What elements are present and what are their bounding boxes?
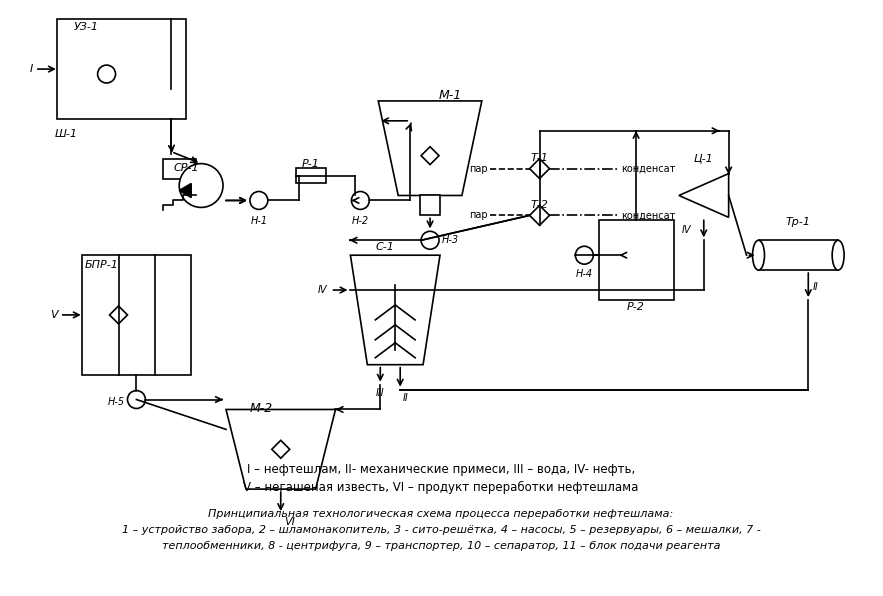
Ellipse shape bbox=[832, 240, 844, 270]
Polygon shape bbox=[679, 173, 728, 218]
Bar bbox=[82, 255, 192, 375]
Text: конденсат: конденсат bbox=[621, 210, 675, 221]
Text: Ш-1: Ш-1 bbox=[55, 129, 78, 139]
Text: М-2: М-2 bbox=[249, 402, 273, 414]
Text: Тр-1: Тр-1 bbox=[786, 218, 811, 227]
Text: II: II bbox=[812, 282, 818, 292]
Polygon shape bbox=[109, 306, 127, 324]
Polygon shape bbox=[351, 255, 440, 365]
Text: конденсат: конденсат bbox=[621, 164, 675, 173]
Polygon shape bbox=[179, 184, 192, 197]
Circle shape bbox=[179, 164, 223, 207]
Text: С-1: С-1 bbox=[376, 242, 395, 252]
Text: Р-2: Р-2 bbox=[627, 302, 645, 312]
Text: пар: пар bbox=[469, 164, 487, 173]
Text: I – нефтешлам, II- механические примеси, III – вода, IV- нефть,: I – нефтешлам, II- механические примеси,… bbox=[247, 462, 635, 476]
Circle shape bbox=[98, 65, 116, 83]
Text: теплообменники, 8 - центрифуга, 9 – транспортер, 10 – сепаратор, 11 – блок подач: теплообменники, 8 - центрифуга, 9 – тран… bbox=[162, 541, 721, 551]
Polygon shape bbox=[272, 440, 290, 458]
Text: Т-2: Т-2 bbox=[531, 200, 548, 210]
Polygon shape bbox=[378, 101, 482, 195]
Ellipse shape bbox=[752, 240, 765, 270]
Text: 1 – устройство забора, 2 – шламонакопитель, 3 - сито-решётка, 4 – насосы, 5 – ре: 1 – устройство забора, 2 – шламонакопите… bbox=[122, 525, 760, 535]
Circle shape bbox=[576, 246, 593, 264]
Text: III: III bbox=[376, 387, 385, 398]
Text: Н-2: Н-2 bbox=[351, 216, 369, 226]
Text: Р-1: Р-1 bbox=[302, 159, 320, 169]
Circle shape bbox=[250, 191, 268, 209]
Circle shape bbox=[351, 191, 369, 209]
Polygon shape bbox=[530, 206, 549, 225]
Text: Т-1: Т-1 bbox=[531, 153, 548, 163]
Text: пар: пар bbox=[469, 210, 487, 221]
Text: V: V bbox=[50, 310, 57, 320]
Bar bbox=[57, 19, 186, 119]
Text: I: I bbox=[30, 64, 33, 74]
Bar bbox=[296, 167, 326, 182]
Bar bbox=[163, 159, 196, 179]
Bar bbox=[420, 195, 440, 215]
Polygon shape bbox=[226, 409, 336, 489]
Text: СР-1: СР-1 bbox=[173, 163, 199, 173]
Text: Н-5: Н-5 bbox=[108, 396, 125, 406]
Polygon shape bbox=[530, 159, 549, 179]
Text: Н-3: Н-3 bbox=[442, 235, 459, 246]
Text: Ц-1: Ц-1 bbox=[694, 154, 713, 164]
Bar bbox=[758, 240, 838, 270]
Text: II: II bbox=[404, 393, 409, 402]
Text: VI: VI bbox=[283, 517, 295, 527]
Text: Н-4: Н-4 bbox=[576, 269, 592, 279]
Circle shape bbox=[127, 390, 146, 408]
Text: УЗ-1: УЗ-1 bbox=[74, 22, 99, 32]
Text: IV: IV bbox=[318, 285, 328, 295]
Text: Принципиальная технологическая схема процесса переработки нефтешлама:: Принципиальная технологическая схема про… bbox=[208, 509, 674, 519]
Text: М-1: М-1 bbox=[438, 89, 462, 102]
Bar bbox=[600, 221, 674, 300]
Circle shape bbox=[421, 231, 439, 249]
Text: БПР-1: БПР-1 bbox=[85, 260, 118, 270]
Text: IV: IV bbox=[682, 225, 691, 235]
Polygon shape bbox=[421, 147, 439, 164]
Text: Н-1: Н-1 bbox=[250, 216, 268, 226]
Text: V – негашеная известь, VI – продукт переработки нефтешлама: V – негашеная известь, VI – продукт пере… bbox=[244, 480, 638, 493]
